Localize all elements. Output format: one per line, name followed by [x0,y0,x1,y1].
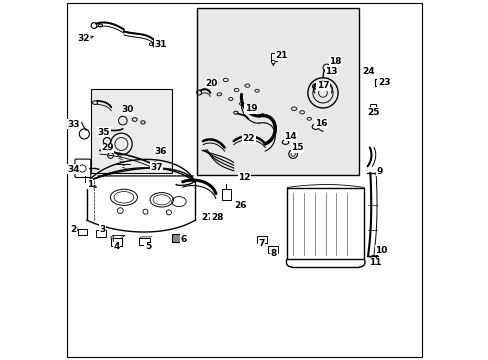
Bar [270,53,277,61]
Text: 15: 15 [291,143,304,152]
Text: 18: 18 [328,57,341,66]
Text: 7: 7 [258,238,264,248]
Text: 36: 36 [154,147,167,156]
Bar [369,104,375,109]
Text: 34: 34 [67,165,80,174]
Text: 11: 11 [368,258,380,267]
Bar [110,238,122,246]
Text: 3: 3 [99,225,105,234]
Bar [374,79,383,86]
Text: 32: 32 [77,34,89,43]
Text: 8: 8 [270,249,277,258]
Text: 1: 1 [86,180,93,189]
Text: 35: 35 [98,128,110,136]
Bar [257,236,266,243]
Circle shape [271,60,275,64]
Bar [172,234,182,242]
Bar [197,8,358,175]
Text: 24: 24 [362,68,374,77]
Text: 16: 16 [314,118,326,127]
Text: 10: 10 [374,246,386,255]
Text: 30: 30 [121,105,133,114]
Bar [91,89,171,173]
Text: 14: 14 [284,132,296,140]
FancyBboxPatch shape [75,159,91,177]
Text: 5: 5 [144,242,151,251]
Text: 9: 9 [376,166,382,175]
Bar [139,238,150,245]
Text: 23: 23 [377,78,389,87]
Text: 28: 28 [210,213,223,222]
Text: 2: 2 [70,225,77,234]
Text: 17: 17 [316,81,328,90]
Text: 20: 20 [205,79,217,88]
Bar [268,246,278,253]
Bar [222,189,231,200]
Bar [78,229,87,235]
Text: 6: 6 [181,235,187,244]
Text: 29: 29 [101,143,114,152]
Text: 31: 31 [154,40,167,49]
Text: 13: 13 [325,67,337,76]
Text: 27: 27 [201,213,214,222]
Text: 26: 26 [233,201,246,210]
Text: 25: 25 [366,108,379,117]
Bar [286,188,364,259]
Text: 4: 4 [113,242,120,251]
Text: 33: 33 [67,120,80,129]
Text: 21: 21 [274,51,287,60]
Text: 37: 37 [150,163,163,171]
Text: 22: 22 [242,134,255,143]
Text: 19: 19 [244,104,257,113]
Text: 12: 12 [238,173,250,181]
Bar [96,230,106,237]
